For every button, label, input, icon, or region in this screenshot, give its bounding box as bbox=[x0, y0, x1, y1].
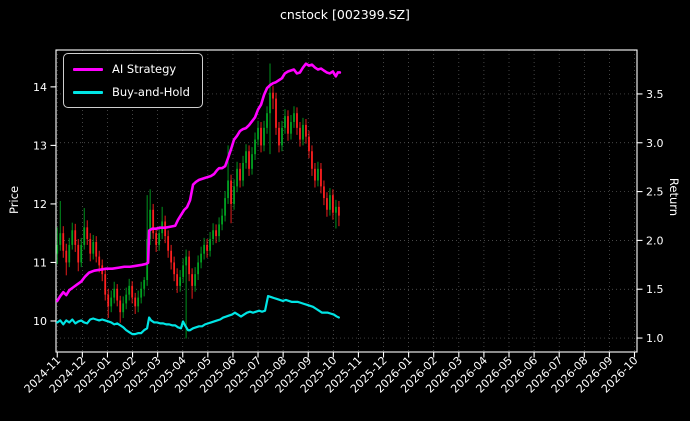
right-axis-label: Return bbox=[667, 177, 681, 217]
svg-text:2.0: 2.0 bbox=[646, 234, 664, 247]
svg-text:14: 14 bbox=[33, 81, 47, 94]
svg-text:1.0: 1.0 bbox=[646, 332, 664, 345]
svg-text:11: 11 bbox=[33, 256, 47, 269]
legend-label-buy-and-hold: Buy-and-Hold bbox=[112, 85, 190, 99]
ai-strategy-line-swatch bbox=[73, 67, 103, 71]
buy-and-hold-line-swatch bbox=[73, 90, 103, 94]
svg-text:12: 12 bbox=[33, 198, 47, 211]
svg-text:1.5: 1.5 bbox=[646, 283, 664, 296]
legend: AI Strategy Buy-and-Hold bbox=[63, 53, 203, 108]
legend-item-buy-and-hold: Buy-and-Hold bbox=[73, 82, 190, 102]
legend-label-ai-strategy: AI Strategy bbox=[112, 62, 177, 76]
buy-and-hold-line bbox=[56, 294, 340, 336]
svg-text:3.0: 3.0 bbox=[646, 137, 664, 150]
candles-layer bbox=[56, 63, 340, 339]
ai-strategy-line bbox=[55, 62, 342, 303]
chart-title: cnstock [002399.SZ] bbox=[280, 7, 410, 22]
svg-text:3.5: 3.5 bbox=[646, 88, 664, 101]
svg-text:13: 13 bbox=[33, 139, 47, 152]
svg-text:2.5: 2.5 bbox=[646, 186, 664, 199]
tick-labels: 10111213141.01.52.02.53.03.52024-112024-… bbox=[22, 81, 664, 396]
axes-layer bbox=[50, 49, 643, 358]
left-axis-label: Price bbox=[7, 185, 21, 215]
legend-item-ai-strategy: AI Strategy bbox=[73, 59, 190, 79]
svg-text:10: 10 bbox=[33, 315, 47, 328]
